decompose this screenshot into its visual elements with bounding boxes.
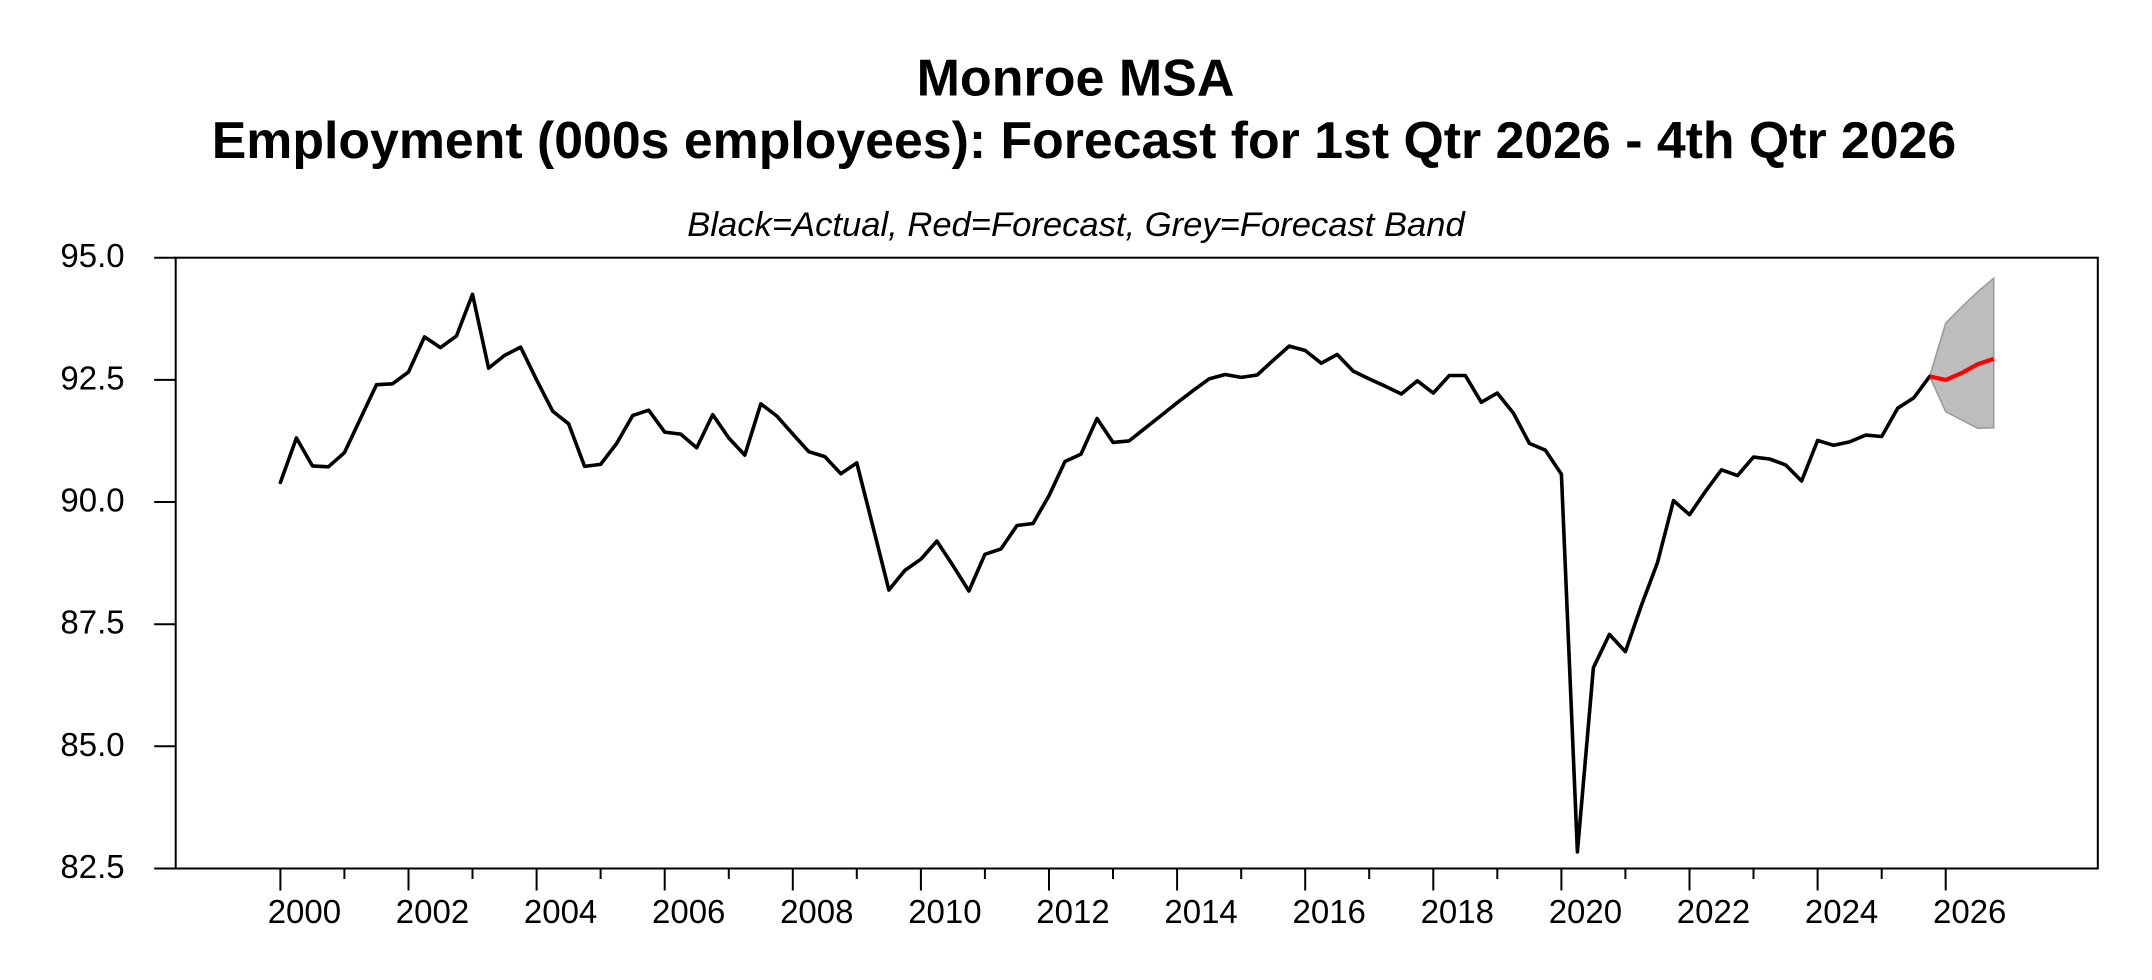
svg-text:2016: 2016	[1292, 893, 1365, 930]
svg-text:2020: 2020	[1549, 893, 1622, 930]
svg-text:2022: 2022	[1677, 893, 1750, 930]
svg-text:95.0: 95.0	[60, 237, 124, 274]
svg-text:2008: 2008	[780, 893, 853, 930]
svg-text:90.0: 90.0	[60, 482, 124, 519]
svg-text:85.0: 85.0	[60, 726, 124, 763]
svg-text:2012: 2012	[1036, 893, 1109, 930]
svg-text:2000: 2000	[268, 893, 341, 930]
svg-text:2026: 2026	[1933, 893, 2006, 930]
svg-text:2010: 2010	[908, 893, 981, 930]
svg-text:2014: 2014	[1164, 893, 1237, 930]
svg-text:2018: 2018	[1421, 893, 1494, 930]
svg-text:2006: 2006	[652, 893, 725, 930]
svg-text:92.5: 92.5	[60, 359, 124, 396]
svg-text:87.5: 87.5	[60, 604, 124, 641]
svg-text:Black=Actual, Red=Forecast, Gr: Black=Actual, Red=Forecast, Grey=Forecas…	[687, 206, 1466, 244]
svg-text:82.5: 82.5	[60, 848, 124, 885]
svg-text:Monroe MSA: Monroe MSA	[917, 50, 1235, 108]
svg-text:Employment (000s employees): F: Employment (000s employees): Forecast fo…	[212, 111, 1956, 169]
svg-text:2004: 2004	[524, 893, 597, 930]
svg-text:2002: 2002	[396, 893, 469, 930]
svg-text:2024: 2024	[1805, 893, 1878, 930]
